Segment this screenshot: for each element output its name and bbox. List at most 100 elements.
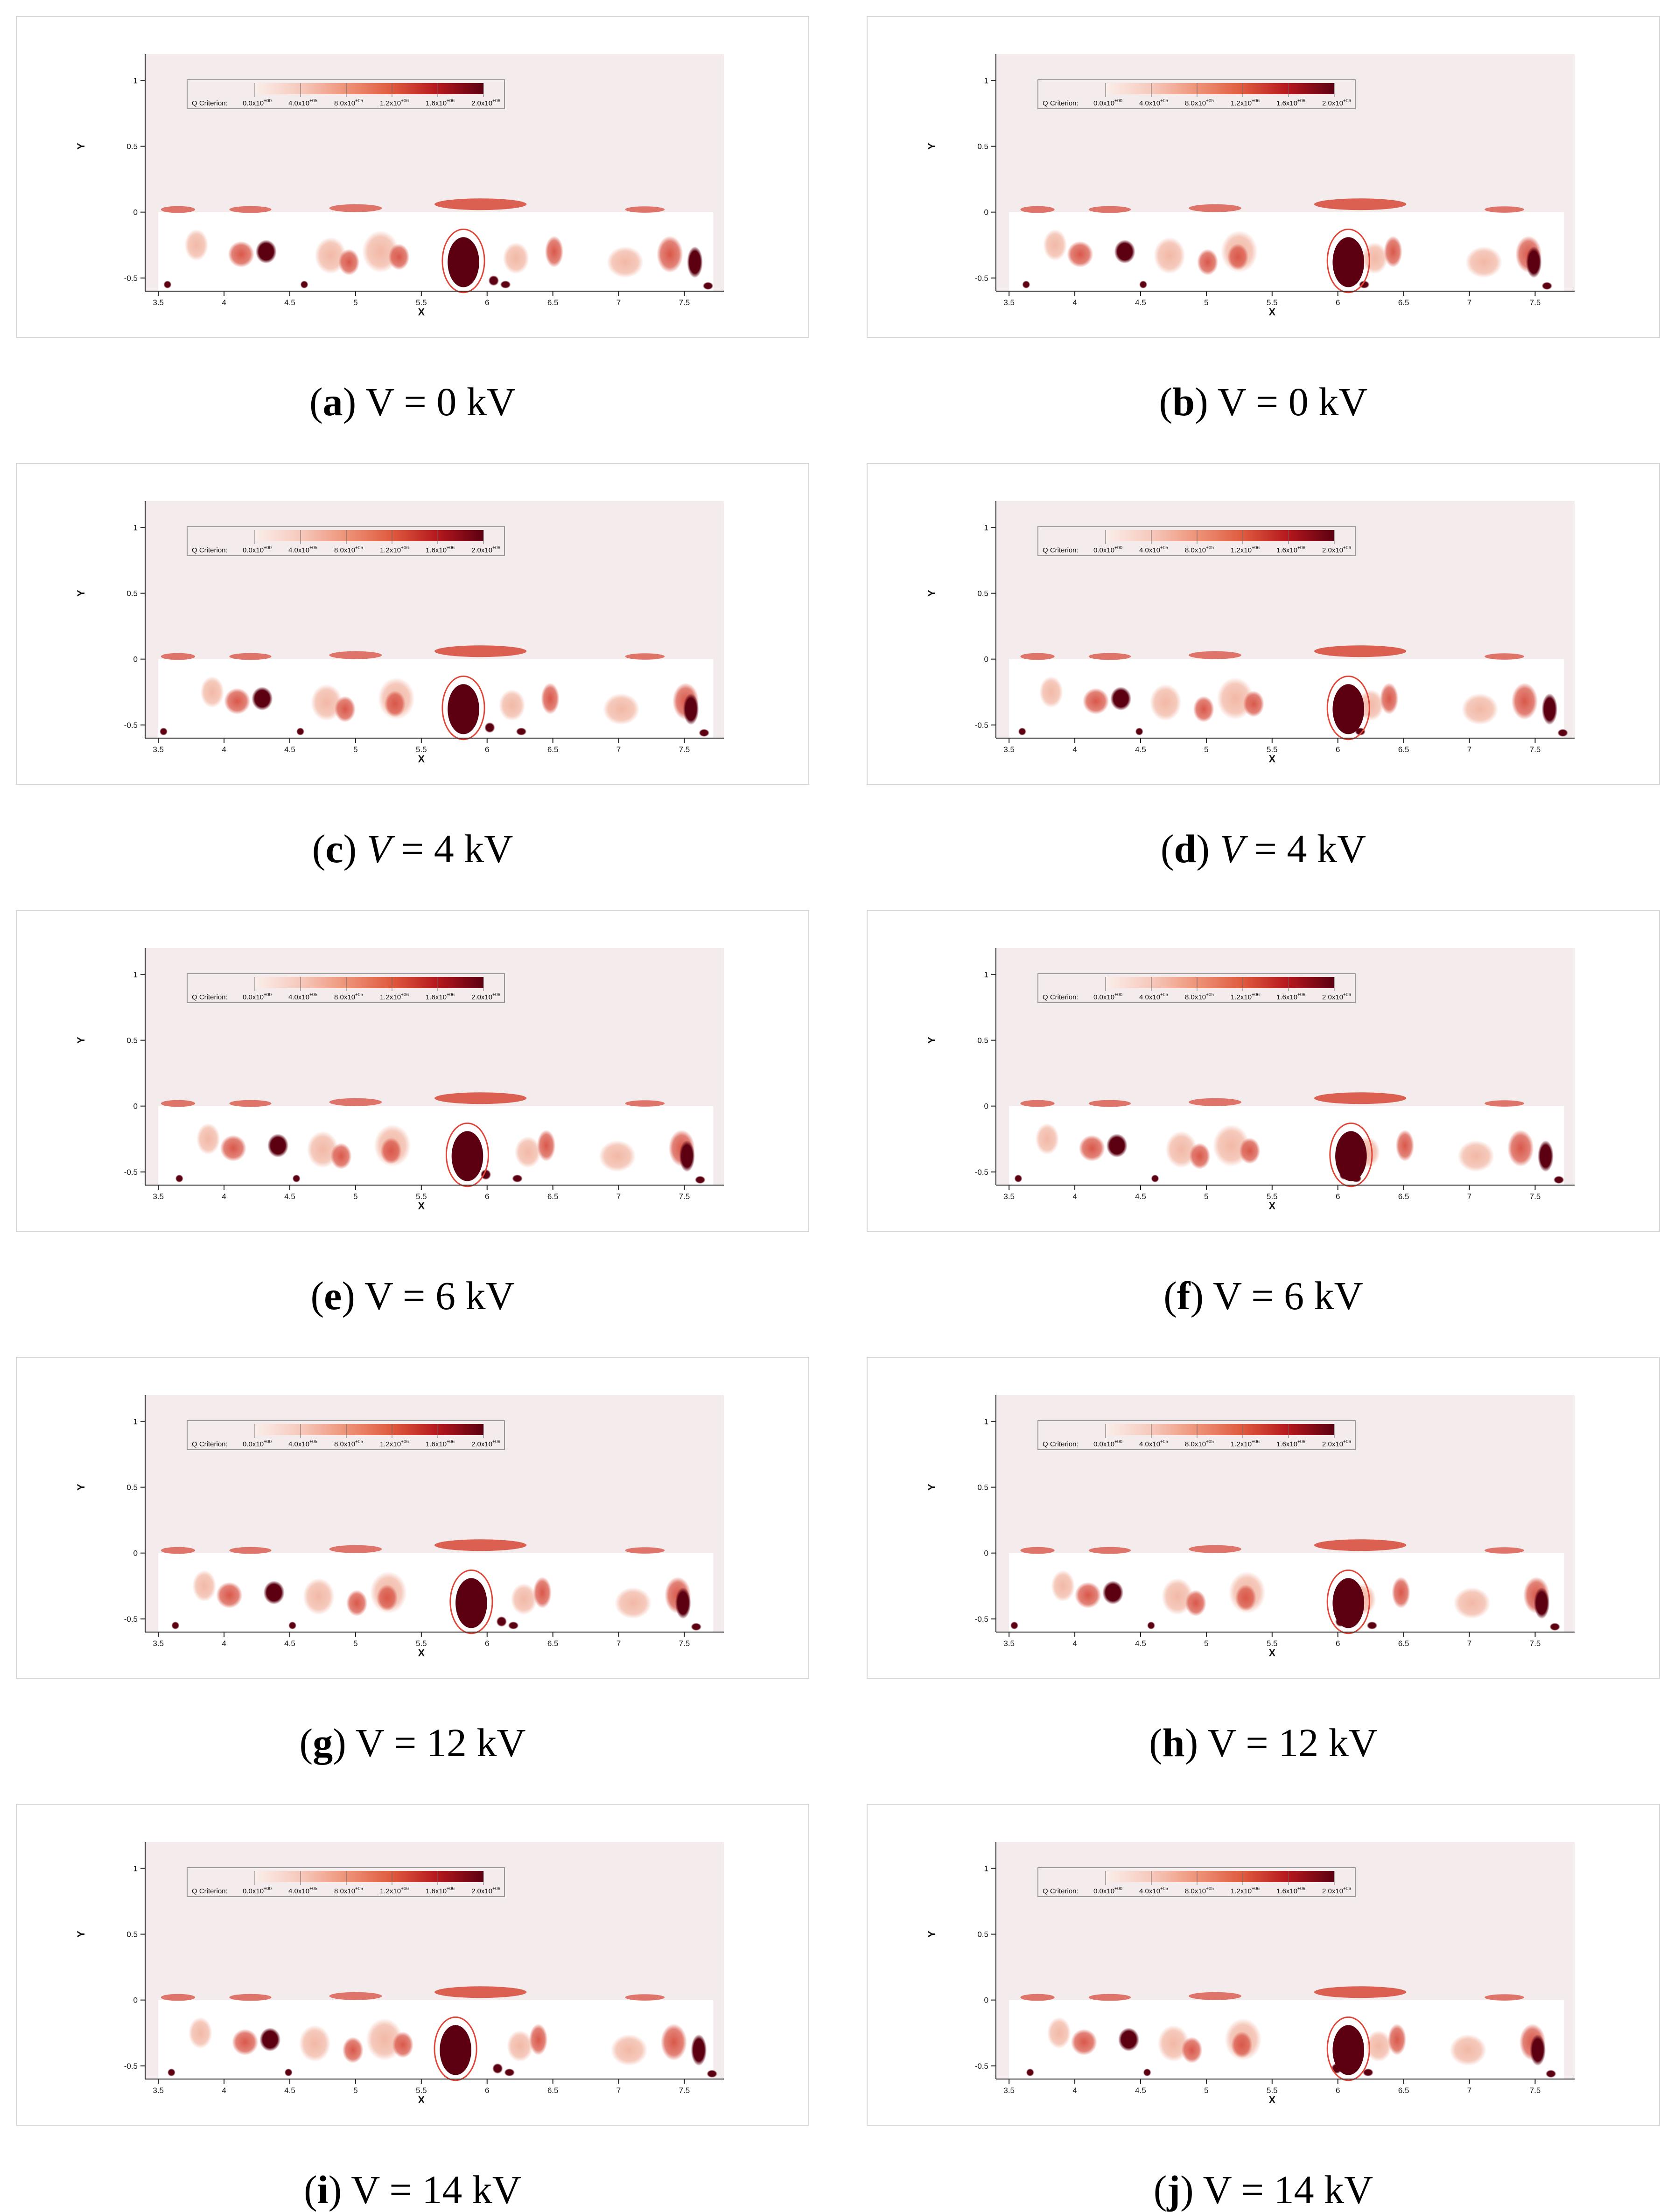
shear-layer-streak <box>329 204 382 212</box>
shear-layer-streak <box>329 651 382 659</box>
shear-layer-streak <box>229 1547 272 1554</box>
vortex-region <box>1039 676 1063 708</box>
y-tick-label: 0 <box>133 1102 138 1111</box>
highlight-circle <box>441 675 485 740</box>
contour-plot: 3.5 4 4.5 5 5.5 6 6.5 7 7.5 1 0.5 0 -0.5 X Y Q Criterio… <box>926 54 1575 318</box>
vortex-region <box>228 241 254 268</box>
x-tick-label: 4 <box>1072 1192 1077 1201</box>
shear-layer-streak <box>229 1100 272 1107</box>
x-tick-label: 5.5 <box>1267 1639 1278 1648</box>
contour-plot: 3.5 4 4.5 5 5.5 6 6.5 7 7.5 1 0.5 0 -0.5 X Y Q Criterio… <box>926 948 1575 1212</box>
vortex-region <box>292 1174 301 1183</box>
shear-layer-streak <box>625 206 665 213</box>
vortex-region <box>1165 1131 1198 1168</box>
x-tick-label: 5 <box>1204 1639 1208 1648</box>
x-axis-label: X <box>418 306 425 318</box>
y-tick-label: -0.5 <box>975 274 988 283</box>
contour-panel-i: 3.5 4 4.5 5 5.5 6 6.5 7 7.5 1 0.5 0 -0.5 X Y Q Criterio… <box>16 1804 809 2126</box>
y-tick-label: 1 <box>984 523 988 532</box>
vortex-region <box>480 1169 491 1180</box>
x-tick-label: 3.5 <box>1003 298 1015 307</box>
vortex-region <box>488 275 499 286</box>
vortex-region <box>1461 693 1499 725</box>
vortex-region <box>1546 2070 1556 2078</box>
vortex-region <box>1026 2068 1034 2077</box>
vortex-region <box>1231 2031 1253 2058</box>
vortex-region <box>1227 244 1249 270</box>
y-tick-label: -0.5 <box>975 1168 988 1177</box>
x-tick-label: 5 <box>353 1639 357 1648</box>
vortex-region <box>220 1135 246 1162</box>
vortex-region <box>263 1580 285 1605</box>
colorbar-legend: Q Criterion: 0.0x10+00 4.0x10+05 8.0x10+05 1… <box>187 79 505 109</box>
shear-layer-streak <box>1020 206 1055 213</box>
caption-j: (j) V = 14 kV <box>1153 2167 1373 2212</box>
shear-layer-streak <box>434 1986 527 1998</box>
contour-panel-d: 3.5 4 4.5 5 5.5 6 6.5 7 7.5 1 0.5 0 -0.5 X Y Q Criterio… <box>867 463 1660 785</box>
contour-plot: 3.5 4 4.5 5 5.5 6 6.5 7 7.5 1 0.5 0 -0.5 X Y Q Criterio… <box>75 1395 724 1659</box>
x-tick-label: 7 <box>616 2086 621 2095</box>
x-tick-label: 5.5 <box>1267 745 1278 754</box>
vortex-region <box>507 2030 533 2062</box>
shear-layer-streak <box>161 653 196 660</box>
caption-c: (c) V = 4 kV <box>312 826 513 871</box>
colorbar-legend: Q Criterion: 0.0x10+00 4.0x10+05 8.0x10+05 1… <box>1037 79 1356 109</box>
vortex-region <box>1022 280 1030 289</box>
vortex-region <box>683 693 699 725</box>
vortex-region <box>1511 683 1538 720</box>
vortex-region <box>338 249 360 276</box>
caption-e: (e) V = 6 kV <box>310 1273 515 1318</box>
x-tick-label: 6.5 <box>547 1192 559 1201</box>
x-tick-label: 7.5 <box>1530 2086 1541 2095</box>
vortex-region <box>599 1140 636 1172</box>
x-tick-label: 6.5 <box>1398 745 1409 754</box>
shear-layer-streak <box>1314 645 1407 657</box>
shear-layer-streak <box>329 1545 382 1553</box>
vortex-region <box>679 1140 695 1172</box>
x-tick-label: 4 <box>1072 298 1077 307</box>
x-tick-label: 6.5 <box>1398 2086 1409 2095</box>
vortex-region <box>200 676 224 708</box>
vortex-region <box>602 693 640 725</box>
vortex-region <box>342 2037 364 2064</box>
vortex-region <box>699 729 709 737</box>
vortex-region <box>607 246 644 278</box>
x-tick-label: 7 <box>1467 2086 1471 2095</box>
caption-f: (f) V = 6 kV <box>1163 1273 1363 1318</box>
x-tick-label: 6.5 <box>1398 1639 1409 1648</box>
vortex-region <box>1465 246 1502 278</box>
highlight-circle <box>1329 1122 1373 1187</box>
x-tick-label: 5.5 <box>416 298 427 307</box>
vortex-region <box>1538 1140 1554 1172</box>
legend-title: Q Criterion: <box>192 99 228 107</box>
vortex-region <box>1193 696 1214 723</box>
y-tick-label: 1 <box>984 76 988 85</box>
x-tick-label: 7 <box>616 1192 621 1201</box>
legend-title: Q Criterion: <box>1043 1887 1079 1895</box>
y-tick-label: 0 <box>984 1102 988 1111</box>
y-axis-label: Y <box>75 1931 87 1938</box>
contour-plot: 3.5 4 4.5 5 5.5 6 6.5 7 7.5 1 0.5 0 -0.5 X Y Q Criterio… <box>75 948 724 1212</box>
x-axis-label: X <box>418 753 425 765</box>
shear-layer-streak <box>1088 1994 1131 2001</box>
contour-plot: 3.5 4 4.5 5 5.5 6 6.5 7 7.5 1 0.5 0 -0.5 X Y Q Criterio… <box>926 1395 1575 1659</box>
vortex-region <box>232 2029 259 2056</box>
vortex-region <box>541 683 560 715</box>
vortex-region <box>346 1590 368 1617</box>
legend-title: Q Criterion: <box>1043 546 1079 554</box>
vortex-region <box>512 1174 523 1183</box>
vortex-region <box>255 239 277 264</box>
x-tick-label: 4 <box>222 298 226 307</box>
vortex-region <box>303 1578 335 1615</box>
vortex-region <box>1157 2025 1190 2062</box>
vortex-region <box>1067 241 1093 268</box>
x-tick-label: 7.5 <box>679 1192 690 1201</box>
colorbar-legend: Q Criterion: 0.0x10+00 4.0x10+05 8.0x10+05 1… <box>187 973 505 1003</box>
vortex-region <box>1010 1621 1018 1630</box>
y-tick-label: -0.5 <box>124 1168 138 1177</box>
x-tick-label: 6 <box>485 1192 489 1201</box>
vortex-region <box>1185 1590 1206 1617</box>
vortex-region <box>511 1583 537 1615</box>
vortex-region <box>1106 1133 1128 1158</box>
x-tick-label: 5 <box>1204 1192 1208 1201</box>
